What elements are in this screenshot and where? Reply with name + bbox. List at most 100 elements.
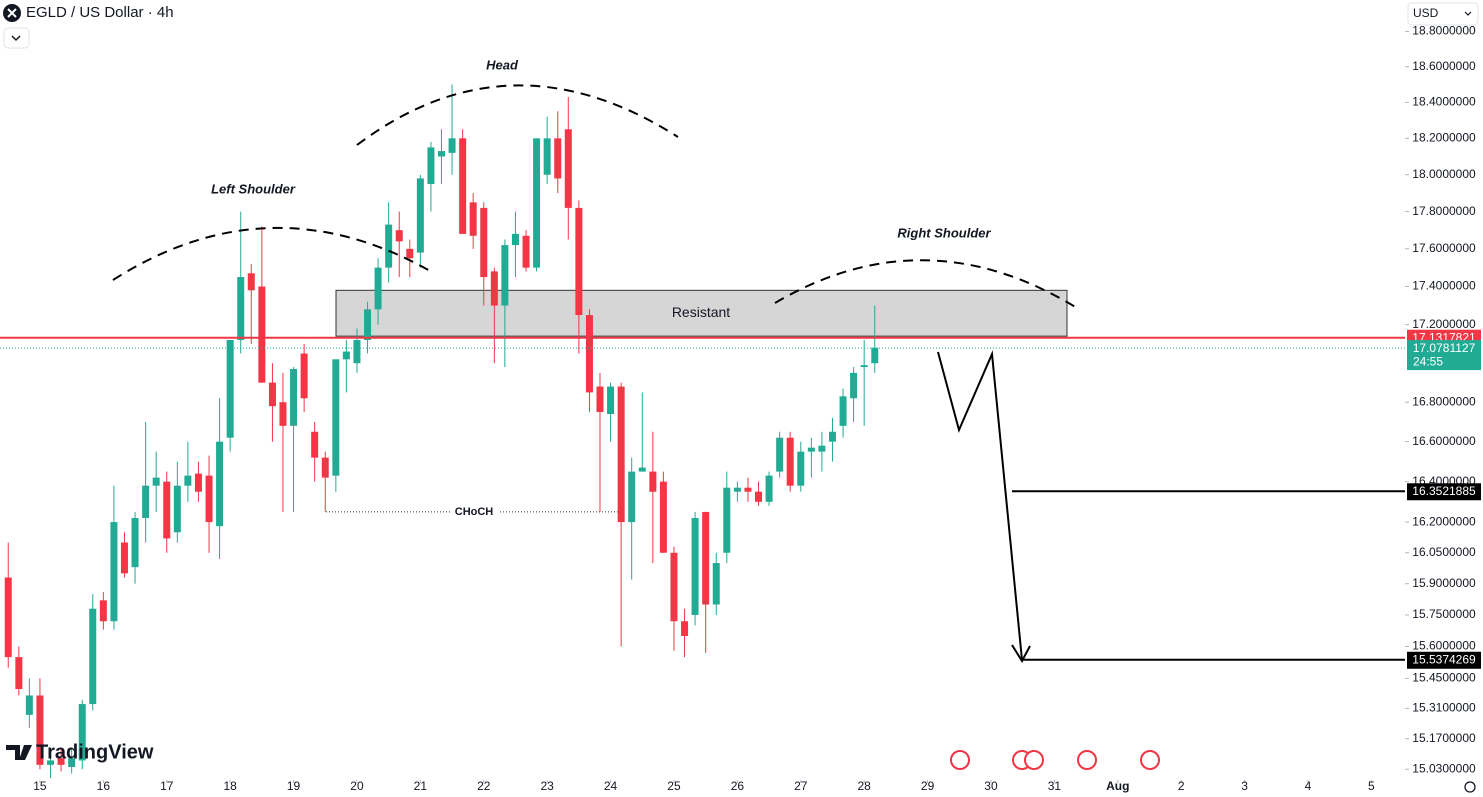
candle-body (649, 471, 657, 492)
candle-body (733, 487, 741, 492)
annotation: Left Shoulder (211, 181, 296, 196)
logo-text: TradingView (36, 741, 154, 763)
candle-body (638, 467, 646, 472)
x-tick-label: 25 (667, 779, 681, 793)
x-tick-label: 28 (857, 779, 871, 793)
candle-body (142, 485, 150, 519)
price-tag-value: 16.3521885 (1412, 484, 1476, 498)
x-tick-label: 2 (1178, 779, 1185, 793)
candle-body (194, 473, 202, 492)
y-tick-label: 17.8000000 (1412, 204, 1476, 218)
dropdown-chevron (1464, 11, 1472, 16)
price-tag (1407, 651, 1481, 669)
candle-body (268, 382, 276, 407)
price-tag-countdown: 24:55 (1413, 354, 1443, 368)
candle-body (184, 475, 192, 486)
x-tick-label: 3 (1241, 779, 1248, 793)
candle-body (321, 457, 329, 478)
candle-body (416, 178, 424, 253)
candle-body (364, 309, 372, 341)
candle-body (36, 695, 44, 765)
candle-body (163, 481, 171, 539)
chart-title: EGLD / US Dollar · 4h (26, 4, 174, 21)
candle-body (480, 207, 488, 278)
price-tag-value: 17.0781127 (1413, 341, 1476, 355)
y-tick-label: 18.0000000 (1412, 167, 1476, 181)
candle-body (723, 487, 731, 553)
candle-body (659, 481, 667, 553)
symbol-icon-mark (7, 8, 17, 18)
candle-body (311, 431, 319, 458)
candle-body (617, 386, 625, 523)
y-tick-label: 15.3100000 (1412, 701, 1476, 715)
candle-body (374, 267, 382, 310)
candle-body (807, 447, 815, 452)
candle-body (575, 207, 583, 316)
candle-body (596, 386, 604, 413)
candle-body (68, 758, 76, 768)
collapse-icon (11, 35, 21, 42)
candle-body (89, 608, 97, 705)
candle-body (702, 511, 710, 605)
price-tag-value: 15.5374269 (1412, 652, 1476, 666)
candle-body (110, 522, 118, 622)
y-tick-label: 15.1700000 (1412, 731, 1476, 745)
candle-body (628, 471, 636, 523)
event-flag[interactable] (950, 750, 970, 770)
candle-body (744, 487, 752, 492)
event-flag[interactable] (1077, 750, 1097, 770)
event-flag[interactable] (1024, 750, 1044, 770)
x-tick-label: 4 (1305, 779, 1312, 793)
y-tick-label: 18.6000000 (1412, 59, 1476, 73)
y-tick-label: 16.6000000 (1412, 434, 1476, 448)
candle-body (427, 147, 435, 184)
currency-dropdown[interactable] (1407, 2, 1479, 26)
candle-body (681, 621, 689, 636)
candle-body (216, 441, 224, 527)
candle-body (839, 396, 847, 426)
y-tick-label: 17.6000000 (1412, 241, 1476, 255)
candle-body (564, 129, 572, 208)
candle-body (860, 365, 868, 368)
candle-body (120, 542, 128, 574)
annotation: Head (486, 57, 519, 72)
candle-body (585, 315, 593, 393)
settings-icon[interactable] (1464, 781, 1476, 793)
candle-body (237, 277, 245, 341)
y-tick-label: 18.4000000 (1412, 94, 1476, 108)
candle-body (247, 273, 255, 291)
collapse-button[interactable] (3, 27, 30, 49)
candle-body (533, 138, 541, 268)
candle-body (353, 340, 361, 364)
y-tick-label: 15.7500000 (1412, 607, 1476, 621)
y-tick-label: 15.0300000 (1412, 761, 1476, 775)
x-tick-label: 29 (921, 779, 935, 793)
resistance-zone (335, 289, 1068, 337)
candle-body (786, 437, 794, 486)
candle-body (818, 445, 826, 452)
x-tick-label: Aug (1106, 779, 1129, 793)
x-tick-label: 31 (1048, 779, 1062, 793)
candle-body (290, 369, 298, 426)
candle-body (99, 600, 107, 622)
candle-body (765, 475, 773, 502)
candle-body (300, 353, 308, 399)
y-tick-label: 15.6000000 (1412, 639, 1476, 653)
candle-body (332, 359, 340, 476)
candle-body (342, 351, 350, 360)
candle-body (554, 138, 562, 179)
candle-body (258, 286, 266, 383)
y-tick-label: 17.4000000 (1412, 279, 1476, 293)
candle-body (15, 657, 23, 690)
candle-body (152, 477, 160, 486)
zone-label: Resistant (672, 304, 730, 320)
candle-body (226, 340, 234, 438)
candle-body (395, 230, 403, 242)
candle-body (78, 704, 86, 761)
x-tick-label: 16 (97, 779, 111, 793)
x-tick-label: 27 (794, 779, 808, 793)
y-tick-label: 18.8000000 (1412, 24, 1476, 38)
x-tick-label: 23 (540, 779, 554, 793)
event-flag[interactable] (1140, 750, 1160, 770)
